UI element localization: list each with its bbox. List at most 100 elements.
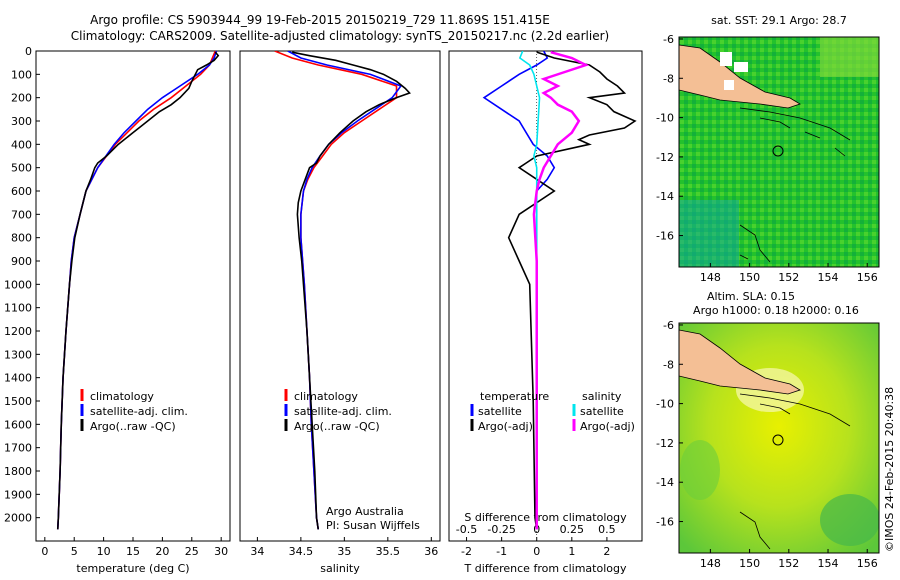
x-tick-label: 0 <box>533 545 540 558</box>
map-y-tick-label: -8 <box>663 358 674 371</box>
map-x-tick-label: 152 <box>778 271 799 284</box>
x-tick-label: 5 <box>71 545 78 558</box>
s-tick-label: 0.25 <box>560 523 585 536</box>
sst-map-title: sat. SST: 29.1 Argo: 28.7 <box>711 14 847 27</box>
argo-location-marker <box>772 145 784 157</box>
no-data-patch-2 <box>734 62 748 72</box>
difference-series <box>482 51 637 530</box>
y-tick-label: 1400 <box>4 372 32 385</box>
map-y-tick-label: -12 <box>656 151 674 164</box>
y-tick-label: 0 <box>25 45 32 58</box>
x-tick-label: -1 <box>496 545 507 558</box>
x-tick-label: 34.5 <box>289 545 314 558</box>
difference-xlabel: T difference from climatology <box>464 562 627 575</box>
x-tick-label: 35 <box>337 545 351 558</box>
x-tick-label: -2 <box>461 545 472 558</box>
map-x-tick-label: 150 <box>739 271 760 284</box>
map-y-tick-label: -14 <box>656 190 674 203</box>
argo-location-marker-sla <box>772 434 784 446</box>
no-data-patch-3 <box>724 80 734 90</box>
map-x-tick-label: 150 <box>739 557 760 570</box>
map-x-tick-label: 148 <box>700 271 721 284</box>
imos-credit: ©IMOS 24-Feb-2015 20:40:38 <box>883 387 896 552</box>
legend-label: climatology <box>294 390 358 403</box>
legend-label: Argo(-adj) <box>478 420 533 433</box>
y-tick-label: 400 <box>11 138 32 151</box>
x-tick-label: 0 <box>41 545 48 558</box>
title-line-1: Argo profile: CS 5903944_99 19-Feb-2015 … <box>90 13 550 27</box>
y-tick-label: 1500 <box>4 395 32 408</box>
y-tick-label: 1800 <box>4 465 32 478</box>
map-x-tick-label: 156 <box>857 271 878 284</box>
y-tick-label: 1300 <box>4 348 32 361</box>
sla-map-frame <box>678 322 880 554</box>
annotation-text: PI: Susan Wijffels <box>326 519 420 532</box>
x-tick-label: 15 <box>126 545 140 558</box>
sst-map-frame <box>678 36 880 268</box>
sst-map: sat. SST: 29.1 Argo: 28.7 148 150 152 154 15… <box>656 14 880 284</box>
map-y-tick-label: -16 <box>656 516 674 529</box>
x-tick-label: 36 <box>424 545 438 558</box>
s-tick-label: -0.25 <box>487 523 515 536</box>
legend-label: salinity <box>582 390 622 403</box>
y-tick-label: 1700 <box>4 442 32 455</box>
new-guinea-coast-sla <box>679 329 801 395</box>
salinity-xlabel: salinity <box>320 562 360 575</box>
map-y-tick-label: -16 <box>656 230 674 243</box>
sla-map: Altim. SLA: 0.15 Argo h1000: 0.18 h2000:… <box>656 290 880 570</box>
y-tick-label: 1200 <box>4 325 32 338</box>
legend-label: temperature <box>480 390 549 403</box>
legend-label: climatology <box>90 390 154 403</box>
y-tick-label: 500 <box>11 162 32 175</box>
y-tick-label: 300 <box>11 115 32 128</box>
y-tick-label: 800 <box>11 232 32 245</box>
no-data-patch <box>720 52 732 66</box>
y-tick-label: 2000 <box>4 512 32 525</box>
map-x-tick-label: 152 <box>778 557 799 570</box>
map-y-tick-label: -12 <box>656 437 674 450</box>
map-x-tick-label: 156 <box>857 557 878 570</box>
annotation-text: Argo Australia <box>326 505 404 518</box>
map-y-tick-label: -8 <box>663 72 674 85</box>
sla-low-2 <box>680 440 720 500</box>
y-tick-label: 900 <box>11 255 32 268</box>
x-tick-label: 30 <box>214 545 228 558</box>
australia-coast <box>739 224 771 263</box>
s-axis-label: S difference from climatology <box>464 511 627 524</box>
y-tick-label: 1100 <box>4 302 32 315</box>
sst-cool-patch <box>679 200 739 267</box>
australia-coast-sla <box>739 511 771 550</box>
sla-low <box>820 494 879 546</box>
islands-coast <box>739 107 851 157</box>
map-x-tick-label: 148 <box>700 557 721 570</box>
s-tick-label: 0 <box>533 523 540 536</box>
series-argo <box>56 51 220 530</box>
y-tick-label: 100 <box>11 68 32 81</box>
x-tick-label: 35.5 <box>376 545 401 558</box>
series-argo <box>292 51 411 530</box>
y-tick-label: 600 <box>11 185 32 198</box>
sla-map-subtitle: Argo h1000: 0.18 h2000: 0.16 <box>693 304 859 317</box>
legend-label: Argo(..raw -QC) <box>90 420 176 433</box>
series-s-argo <box>532 51 590 530</box>
x-tick-label: 34 <box>250 545 264 558</box>
s-tick-label: 0.5 <box>598 523 616 536</box>
map-y-tick-label: -6 <box>663 319 674 332</box>
x-tick-label: 10 <box>97 545 111 558</box>
s-tick-label: -0.5 <box>456 523 477 536</box>
legend-label: satellite-adj. clim. <box>294 405 392 418</box>
legend-label: Argo(..raw -QC) <box>294 420 380 433</box>
difference-frame <box>448 50 643 542</box>
legend-label: satellite <box>478 405 522 418</box>
map-x-tick-label: 154 <box>818 271 839 284</box>
map-y-tick-label: -10 <box>656 398 674 411</box>
y-tick-label: 1600 <box>4 418 32 431</box>
temperature-panel: 0 5 10 15 20 25 300100200300400500600700800900… <box>4 45 231 575</box>
y-tick-label: 200 <box>11 92 32 105</box>
salinity-panel: 34 34.5 35 35.5 36 salinity climatology satelli… <box>239 50 441 575</box>
y-tick-label: 1900 <box>4 488 32 501</box>
x-tick-label: 20 <box>155 545 169 558</box>
difference-panel: -2 -1 0 1 2 T difference from climatology -0.5… <box>448 50 643 575</box>
islands-coast-sla <box>739 393 851 427</box>
